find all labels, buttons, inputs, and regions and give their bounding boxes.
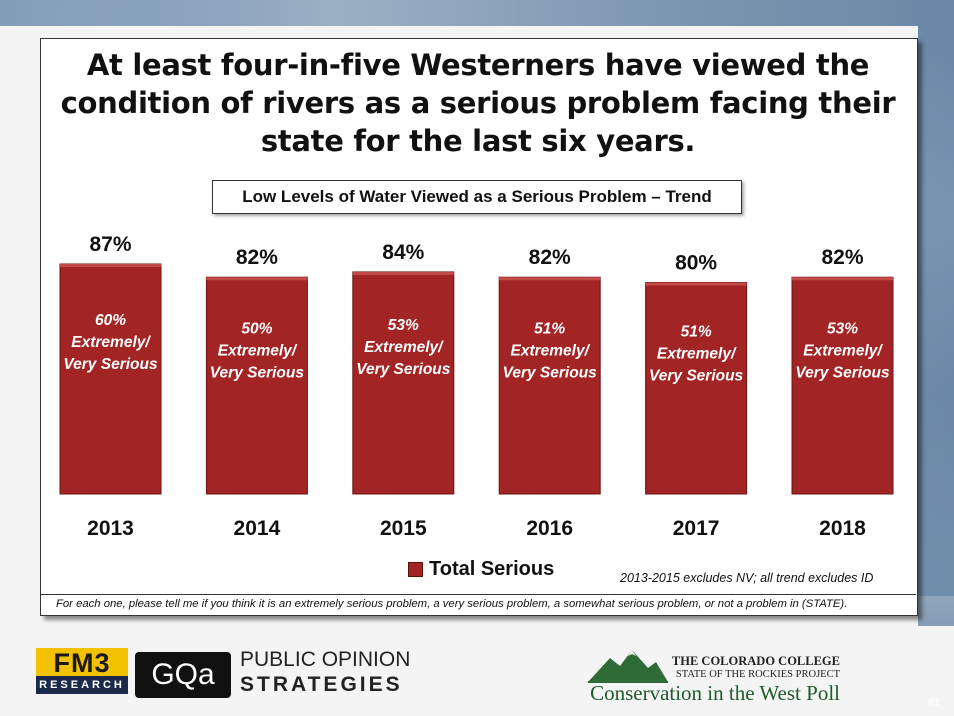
x-tick-label-2015: 2015 <box>380 517 427 540</box>
legend: Total Serious <box>408 556 554 582</box>
slide-title: At least four-in-five Westerners have vi… <box>60 48 896 158</box>
bar-inner-label-2017-0: 51% <box>681 324 712 341</box>
bar-value-label-2013: 87% <box>89 233 131 256</box>
bar-highlight-2014 <box>206 277 308 281</box>
bar-inner-label-2013-2: Very Serious <box>63 356 158 373</box>
bar-inner-label-2013-1: Extremely/ <box>71 334 151 351</box>
footnote: 2013-2015 excludes NV; all trend exclude… <box>620 571 874 585</box>
bar-value-label-2018: 82% <box>821 246 863 269</box>
bar-inner-label-2015-1: Extremely/ <box>364 339 444 356</box>
pos-logo: PUBLIC OPINION STRATEGIES <box>240 648 410 698</box>
page-number: 61 <box>928 697 941 709</box>
bar-inner-label-2014-1: Extremely/ <box>218 342 298 359</box>
bar-inner-label-2017-1: Extremely/ <box>657 346 737 363</box>
legend-label: Total Serious <box>429 557 555 580</box>
x-tick-label-2014: 2014 <box>234 517 281 540</box>
bar-inner-label-2016-0: 51% <box>534 320 565 337</box>
bar-value-label-2014: 82% <box>236 246 278 269</box>
bar-inner-label-2013-0: 60% <box>95 312 126 329</box>
bar-highlight-2018 <box>792 277 893 281</box>
mountain-logo-icon <box>588 650 668 683</box>
bar-2018 <box>791 276 894 495</box>
bar-highlight-2017 <box>645 282 747 286</box>
gqa-logo: GQa <box>135 652 231 698</box>
bar-2016 <box>498 276 601 495</box>
x-tick-label-2013: 2013 <box>87 517 134 540</box>
legend-swatch <box>408 561 423 577</box>
bar-inner-label-2014-2: Very Serious <box>210 364 305 381</box>
bar-inner-label-2014-0: 50% <box>241 320 272 337</box>
bar-value-label-2015: 84% <box>382 241 424 264</box>
bar-inner-label-2015-0: 53% <box>388 317 419 334</box>
bar-inner-label-2018-1: Extremely/ <box>803 342 883 359</box>
chart-subtitle: Low Levels of Water Viewed as a Serious … <box>212 180 742 214</box>
survey-question: For each one, please tell me if you thin… <box>40 594 916 616</box>
bar-highlight-2016 <box>499 277 601 281</box>
x-tick-label-2016: 2016 <box>526 517 573 540</box>
bar-2013 <box>59 263 162 495</box>
chart-frame <box>40 38 918 616</box>
bar-value-label-2016: 82% <box>529 246 571 269</box>
bar-inner-label-2016-2: Very Serious <box>503 364 598 381</box>
fm3-logo: FM3 RESEARCH <box>36 648 128 694</box>
pos-logo-line2: STRATEGIES <box>240 673 403 696</box>
bar-value-label-2017: 80% <box>675 252 717 275</box>
bar-inner-label-2018-0: 53% <box>827 320 858 337</box>
bar-inner-label-2016-1: Extremely/ <box>510 342 590 359</box>
x-tick-label-2017: 2017 <box>673 517 720 540</box>
bar-highlight-2013 <box>60 264 161 267</box>
bar-2017 <box>645 282 748 495</box>
bar-inner-label-2015-2: Very Serious <box>356 361 451 378</box>
bar-2014 <box>205 276 308 495</box>
bar-2015 <box>352 271 455 495</box>
bar-inner-label-2017-2: Very Serious <box>649 368 744 385</box>
cc-subtitle: STATE OF THE ROCKIES PROJECT <box>675 669 840 680</box>
bar-highlight-2015 <box>352 271 454 275</box>
bar-inner-label-2018-2: Very Serious <box>795 364 890 381</box>
x-tick-label-2018: 2018 <box>819 517 866 540</box>
cc-title: THE COLORADO COLLEGE <box>671 654 840 668</box>
cc-poll-name: Conservation in the West Poll <box>590 681 840 705</box>
fm3-logo-top: FM3 <box>36 648 128 678</box>
pos-logo-line1: PUBLIC OPINION <box>240 648 411 671</box>
fm3-logo-bottom: RESEARCH <box>36 676 128 694</box>
